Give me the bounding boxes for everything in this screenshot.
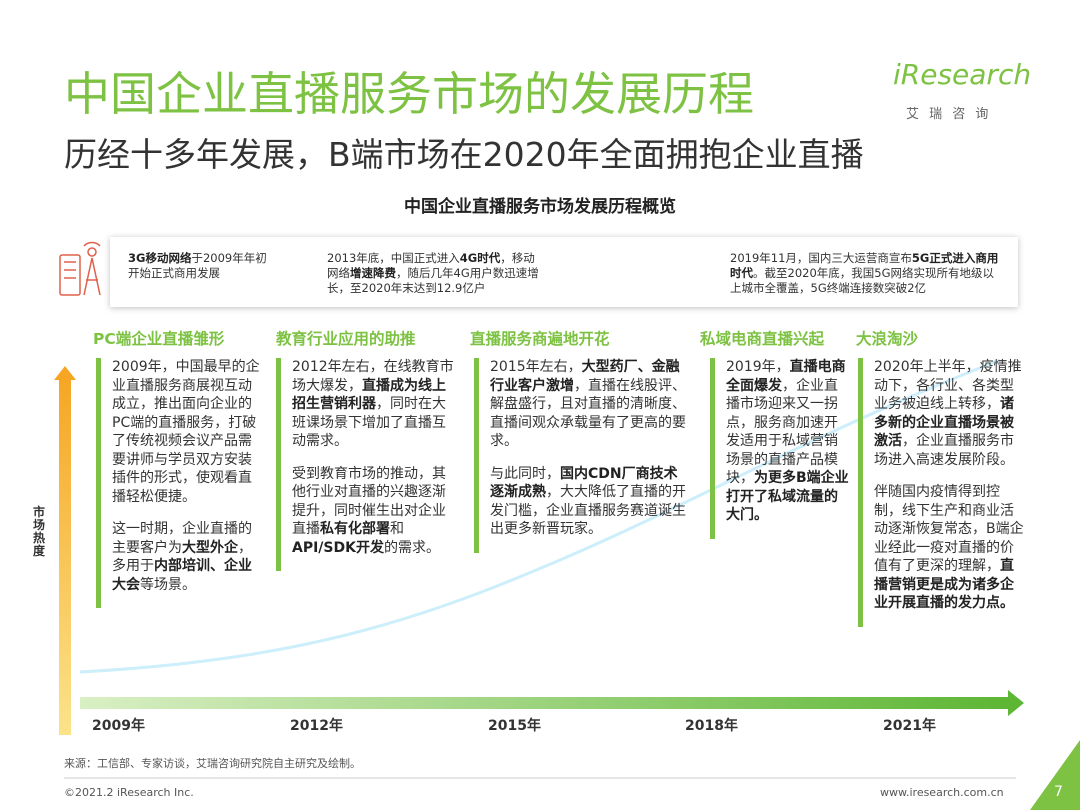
paragraph: 这一时期，企业直播的主要客户为大型外企，多用于内部培训、企业大会等场景。 [112, 520, 262, 594]
x-arrow-head [1008, 690, 1024, 716]
page-number: 7 [1054, 784, 1063, 800]
paragraph: 2020年上半年，疫情推动下，各行业、各类型业务被迫线上转移，诸多新的企业直播场… [874, 358, 1026, 469]
network-note: 2013年底，中国正式进入4G时代，移动网络增速降费，随后几年4G用户数迅速增长… [327, 251, 542, 296]
text: 和 [390, 521, 404, 537]
text: 。截至2020年底，我国5G网络实现所有地级以上城市全覆盖，5G终端连接数突破2… [730, 266, 994, 295]
logo: iResearch [893, 58, 1032, 91]
text: 2020年上半年，疫情推动下，各行业、各类型业务被迫线上转移， [874, 359, 1022, 412]
bold-text: 国内CDN厂商技术逐渐成熟 [490, 465, 678, 501]
bold-text: 大型外企 [182, 539, 238, 556]
figure-title: 中国企业直播服务市场发展历程概览 [404, 197, 676, 217]
stage-text: 2015年左右，大型药厂、金融行业客户激增，直播在线股评、解盘盛行，且对直播的清… [474, 358, 686, 553]
text: 2012年左右，在线教育市场大爆发， [292, 359, 454, 394]
text: 这一时期，企业直播的主要客户为 [112, 521, 252, 556]
bold-text: 大型药厂、金融行业客户激增 [490, 359, 680, 394]
text: 2009年，中国最早的企业直播服务商展视互动成立，推出面向企业的PC端的直播服务… [112, 359, 260, 505]
paragraph: 2015年左右，大型药厂、金融行业客户激增，直播在线股评、解盘盛行，且对直播的清… [490, 358, 686, 451]
text: ，企业直播服务市场进入高速发展阶段。 [874, 433, 1014, 468]
stage-heading: 直播服务商遍地开花 [470, 330, 610, 348]
bold-text: 私有化部署 [320, 521, 390, 537]
paragraph: 伴随国内疫情得到控制，线下生产和商业活动逐渐恢复常态，B端企业经此一疫对直播的价… [874, 483, 1026, 613]
tower-icon [59, 241, 101, 296]
text: 于2009年年初开始正式商用发展 [128, 251, 267, 280]
text: ，移动网络 [327, 251, 535, 280]
text: 等场景。 [140, 576, 196, 593]
text: ，同时在大班课场景下增加了直播互动需求。 [292, 396, 446, 449]
page-corner [1030, 740, 1080, 810]
trend-curve [79, 358, 1001, 674]
logo-sub: 艾 瑞 咨 询 [906, 107, 992, 122]
paragraph: 2012年左右，在线教育市场大爆发，直播成为线上招生营销利器，同时在大班课场景下… [292, 358, 454, 451]
stage-text: 2019年，直播电商全面爆发，企业直播市场迎来又一拐点，服务商加速开发适用于私域… [710, 358, 850, 539]
stage-heading: PC端企业直播雏形 [93, 330, 225, 348]
source: 来源：工信部、专家访谈，艾瑞咨询研究院自主研究及绘制。 [64, 757, 361, 770]
bold-text: 增速降费 [350, 266, 396, 280]
y-axis-label: 市场热度 [33, 505, 46, 558]
network-note: 2019年11月，国内三大运营商宣布5G正式进入商用时代。截至2020年底，我国… [730, 251, 1000, 296]
bold-text: 诸多新的企业直播场景被激活 [874, 396, 1014, 449]
text: ，直播在线股评、解盘盛行，且对直播的清晰度、直播间观众承载量有了更高的要求。 [490, 377, 686, 450]
bold-text: 为更多B端企业打开了私域流量的大门。 [726, 470, 849, 523]
paragraph: 2019年，直播电商全面爆发，企业直播市场迎来又一拐点，服务商加速开发适用于私域… [726, 358, 850, 525]
x-arrow [80, 697, 1010, 709]
text: 2013年底，中国正式进入 [327, 251, 460, 265]
bold-text: 3G移动网络 [128, 251, 192, 265]
text: ，企业直播市场迎来又一拐点，服务商加速开发适用于私域营销场景的直播产品模块， [726, 377, 838, 487]
year-label: 2021年 [883, 718, 936, 734]
stage-text: 2009年，中国最早的企业直播服务商展视互动成立，推出面向企业的PC端的直播服务… [96, 358, 262, 608]
text: ，随后几年4G用户数迅速增长，至2020年末达到12.9亿户 [327, 266, 539, 295]
bold-text: 直播电商全面爆发 [726, 359, 846, 394]
year-label: 2012年 [290, 718, 343, 734]
text: 伴随国内疫情得到控制，线下生产和商业活动逐渐恢复常态，B端企业经此一疫对直播的价… [874, 484, 1024, 574]
year-label: 2015年 [488, 718, 541, 734]
y-arrow [59, 378, 71, 735]
text: 2015年左右， [490, 359, 582, 375]
paragraph: 2009年，中国最早的企业直播服务商展视互动成立，推出面向企业的PC端的直播服务… [112, 358, 262, 506]
text: 的需求。 [383, 539, 440, 556]
stage-text: 2020年上半年，疫情推动下，各行业、各类型业务被迫线上转移，诸多新的企业直播场… [858, 358, 1026, 627]
bold-text: 直播成为线上招生营销利器 [292, 377, 446, 413]
network-box [110, 237, 1018, 307]
bold-text: API/SDK开发 [292, 539, 384, 556]
paragraph: 受到教育市场的推动，其他行业对直播的兴趣逐渐提升，同时催生出对企业直播私有化部署… [292, 465, 454, 558]
bold-text: 4G时代 [459, 251, 501, 265]
network-note: 3G移动网络于2009年年初开始正式商用发展 [128, 251, 273, 281]
website: www.iresearch.com.cn [880, 786, 1004, 799]
text: ，多用于 [112, 539, 252, 575]
bold-text: 内部培训、企业大会 [112, 558, 252, 593]
stage-heading: 大浪淘沙 [856, 330, 919, 348]
bold-text: 直播营销更是成为诸多企业开展直播的发力点。 [874, 558, 1014, 611]
year-label: 2009年 [92, 718, 145, 734]
paragraph: 与此同时，国内CDN厂商技术逐渐成熟，大大降低了直播的开发门槛，企业直播服务赛道… [490, 465, 686, 539]
text: 2019年， [726, 359, 790, 375]
subtitle: 历经十多年发展，B端市场在2020年全面拥抱企业直播 [64, 135, 864, 174]
text: 2019年11月，国内三大运营商宣布 [730, 251, 912, 265]
title: 中国企业直播服务市场的发展历程 [64, 67, 754, 121]
text: 与此同时， [490, 465, 560, 482]
stage-text: 2012年左右，在线教育市场大爆发，直播成为线上招生营销利器，同时在大班课场景下… [276, 358, 454, 571]
y-arrow-head [54, 366, 76, 380]
text: 受到教育市场的推动，其他行业对直播的兴趣逐渐提升，同时催生出对企业直播 [292, 465, 446, 538]
stage-heading: 私域电商直播兴起 [700, 330, 825, 348]
bold-text: 5G正式进入商用时代 [730, 251, 999, 280]
text: ，大大降低了直播的开发门槛，企业直播服务赛道诞生出更多新晋玩家。 [490, 484, 686, 537]
copyright: ©2021.2 iResearch Inc. [64, 786, 194, 799]
stage-heading: 教育行业应用的助推 [276, 330, 416, 348]
year-label: 2018年 [685, 718, 738, 734]
